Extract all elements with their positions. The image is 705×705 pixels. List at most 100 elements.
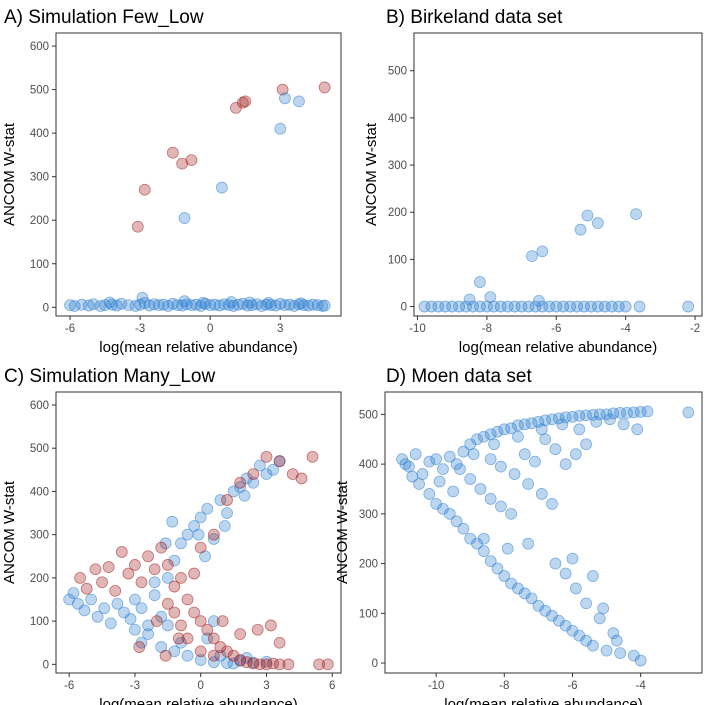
data-point [508, 468, 521, 480]
data-point [74, 571, 87, 584]
y-tick-label: 200 [30, 573, 49, 585]
data-point [399, 458, 412, 471]
data-point [240, 472, 253, 485]
data-point [571, 300, 583, 313]
data-point [91, 610, 104, 623]
x-tick-label: -10 [409, 323, 426, 335]
data-point [535, 423, 548, 436]
data-point [225, 296, 238, 308]
data-point [122, 567, 135, 580]
data-point [467, 448, 480, 461]
data-point [474, 276, 486, 288]
data-point [477, 545, 490, 558]
data-point [251, 623, 264, 636]
data-point [460, 300, 472, 313]
data-point [148, 576, 161, 589]
y-tick-label: 500 [388, 66, 407, 78]
data-point [172, 632, 185, 645]
y-tick-label: 200 [359, 559, 378, 571]
y-tick-label: 0 [401, 302, 407, 314]
data-point [168, 580, 181, 593]
data-point [457, 522, 470, 535]
y-axis-label: ANCOM W-stat [363, 122, 380, 226]
data-point [484, 291, 497, 304]
data-point [518, 448, 531, 461]
data-point [432, 300, 445, 313]
data-point [251, 298, 263, 311]
data-point [166, 515, 179, 528]
data-point [157, 298, 170, 311]
data-point [181, 632, 194, 645]
data-point [148, 563, 161, 576]
data-point [477, 532, 490, 545]
data-point [581, 209, 594, 222]
data-point [207, 528, 220, 541]
data-point [533, 295, 545, 307]
data-point [491, 562, 504, 575]
x-tick-label: -4 [636, 680, 647, 692]
data-point [515, 300, 528, 313]
data-point [207, 632, 220, 645]
data-point [102, 561, 115, 573]
data-point [207, 649, 220, 662]
data-point [508, 300, 521, 313]
data-point [201, 632, 214, 645]
data-point [597, 602, 610, 615]
data-point [321, 658, 334, 671]
data-point [208, 298, 221, 311]
data-point [129, 623, 141, 636]
data-point [175, 571, 187, 584]
data-point [159, 537, 172, 550]
x-tick-label: -6 [551, 323, 561, 335]
data-point [98, 602, 111, 615]
data-point [135, 576, 148, 589]
data-point [463, 293, 476, 306]
data-point [207, 615, 220, 628]
data-point [129, 300, 142, 312]
data-point [262, 297, 275, 309]
x-axis-label: log(mean relative abundance) [99, 339, 297, 356]
data-point [166, 297, 179, 310]
x-tick-label: -6 [567, 680, 577, 692]
data-point [605, 300, 618, 313]
x-axis-label: log(mean relative abundance) [459, 339, 657, 356]
data-point [471, 433, 483, 446]
data-point [67, 587, 80, 599]
data-point [207, 533, 220, 545]
data-point [185, 299, 198, 312]
data-point [188, 567, 201, 580]
data-point [201, 502, 214, 515]
data-point [115, 546, 128, 558]
data-point [549, 443, 562, 456]
data-point [557, 300, 570, 313]
data-point [491, 425, 504, 438]
data-point [148, 589, 161, 602]
plot-border [55, 391, 342, 674]
data-point [446, 300, 459, 313]
data-point [569, 448, 582, 461]
data-point [539, 433, 552, 446]
data-point [612, 300, 625, 313]
data-point [607, 627, 620, 640]
y-tick-label: 0 [43, 302, 49, 314]
panel-title: C) Simulation Many_Low [4, 366, 215, 387]
data-point [234, 628, 247, 640]
data-point [443, 507, 456, 520]
data-point [194, 645, 207, 658]
data-point [260, 468, 273, 481]
data-point [525, 592, 538, 605]
panel-title: B) Birkeland data set [386, 7, 563, 28]
y-tick-label: 100 [388, 254, 407, 266]
data-point [529, 455, 541, 468]
data-point [283, 298, 296, 311]
data-point [559, 567, 572, 580]
data-point [194, 615, 207, 628]
data-point [274, 297, 287, 310]
data-point [522, 478, 535, 490]
data-point [631, 423, 644, 436]
x-tick-label: 0 [197, 680, 203, 692]
data-point [171, 299, 184, 312]
data-point [494, 500, 507, 513]
y-tick-label: 200 [30, 215, 49, 227]
data-point [201, 623, 214, 636]
